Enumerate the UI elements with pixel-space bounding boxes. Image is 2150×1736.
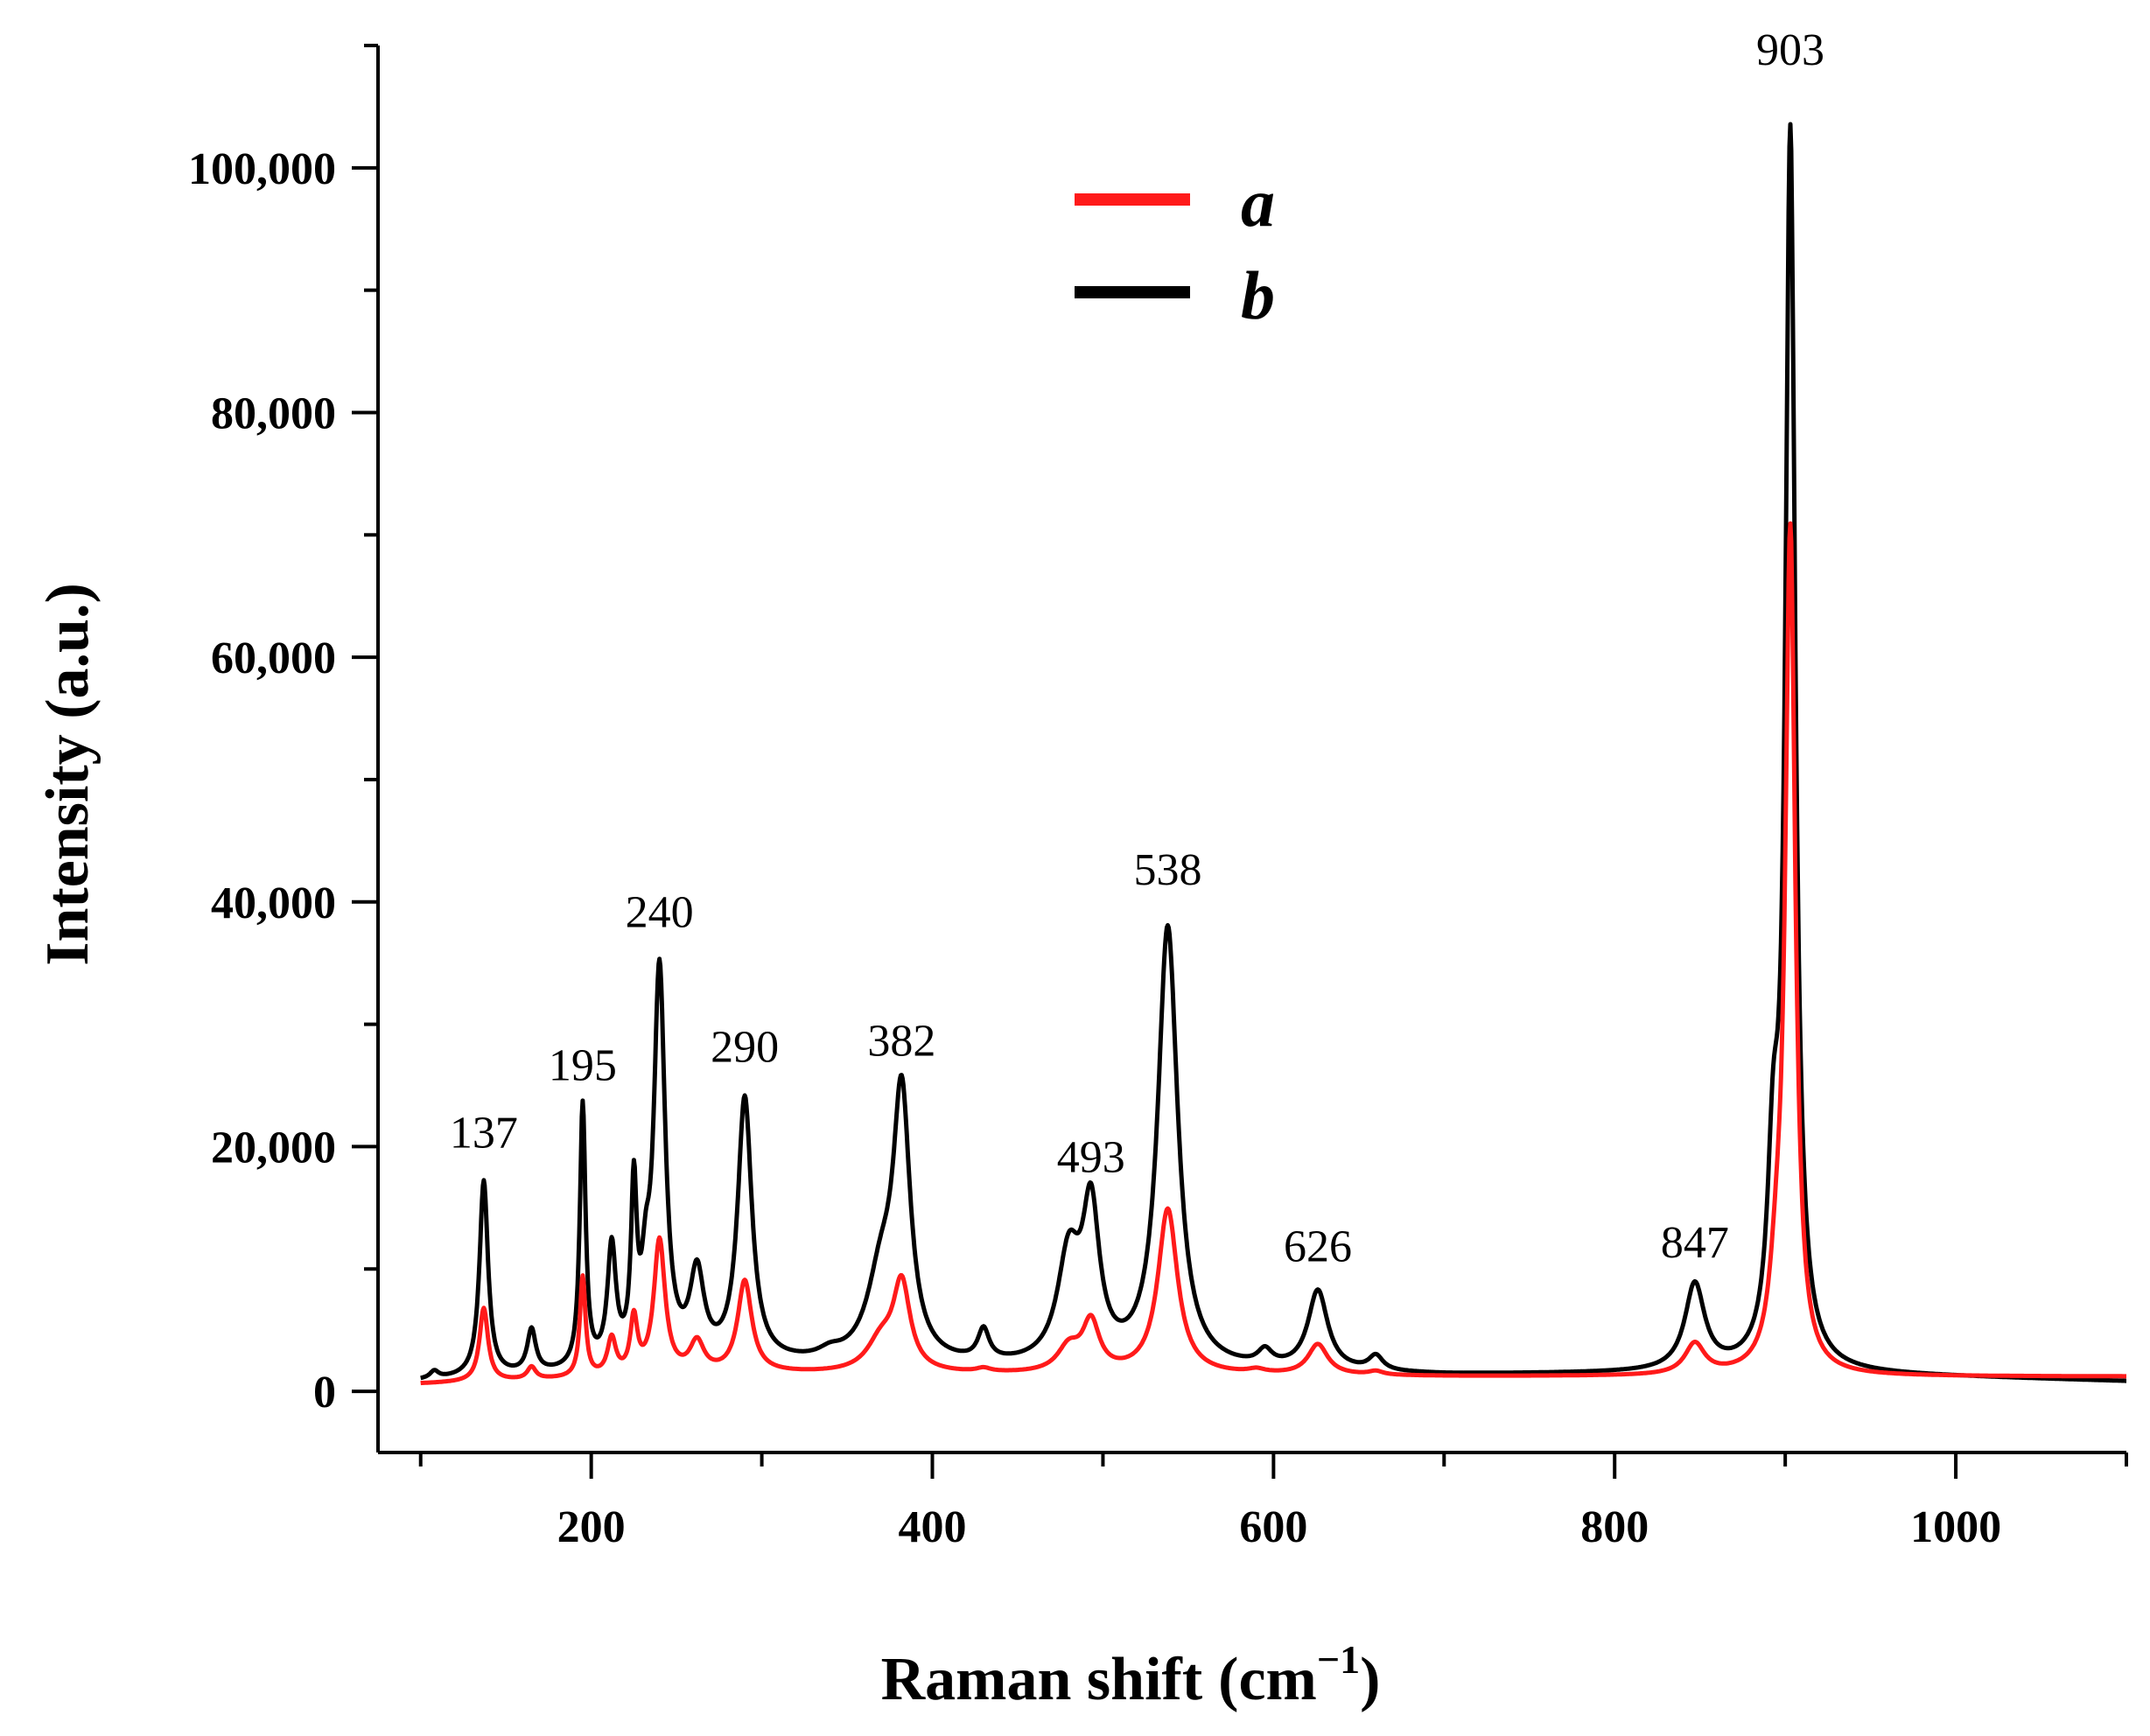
x-axis-title-main: Raman shift bbox=[881, 1646, 1203, 1713]
legend: a b bbox=[1075, 164, 1275, 333]
peak-label: 626 bbox=[1284, 1222, 1352, 1271]
series-b-line bbox=[419, 122, 2128, 1383]
peak-label: 847 bbox=[1661, 1218, 1729, 1268]
y-tick-label: 80,000 bbox=[211, 388, 336, 438]
axes-layer: 200 400 600 800 1000 0 20,000 40,000 60,000 80,00… bbox=[188, 44, 2128, 1552]
x-tick-label: 400 bbox=[899, 1502, 967, 1552]
peak-label-layer: 137 195 240 290 382 493 538 626 847 903 bbox=[450, 25, 1824, 1271]
legend-label-b: b bbox=[1241, 257, 1275, 333]
y-tick-label: 20,000 bbox=[211, 1123, 336, 1172]
legend-label-a: a bbox=[1241, 164, 1275, 241]
y-tick-label: 40,000 bbox=[211, 878, 336, 928]
x-axis-title: Raman shift (cm−1) bbox=[881, 1637, 1381, 1713]
peak-label: 382 bbox=[867, 1017, 935, 1067]
y-axis-title: Intensity (a.u.) bbox=[34, 583, 102, 966]
x-axis-title-close: ) bbox=[1360, 1646, 1380, 1713]
peak-label: 195 bbox=[549, 1040, 617, 1090]
peak-label: 903 bbox=[1756, 25, 1824, 75]
peak-label: 137 bbox=[450, 1108, 518, 1158]
peak-label: 493 bbox=[1057, 1132, 1125, 1182]
x-axis-title-superscript: −1 bbox=[1317, 1637, 1360, 1682]
x-tick-label: 600 bbox=[1239, 1502, 1307, 1552]
y-tick-label: 60,000 bbox=[211, 634, 336, 683]
y-tick-label: 0 bbox=[313, 1368, 336, 1418]
series-layer bbox=[419, 122, 2128, 1386]
y-tick-label: 100,000 bbox=[188, 144, 336, 194]
x-tick-label: 800 bbox=[1580, 1502, 1649, 1552]
peak-label: 240 bbox=[626, 888, 694, 938]
x-tick-label: 200 bbox=[557, 1502, 626, 1552]
peak-label: 538 bbox=[1134, 845, 1202, 895]
peak-label: 290 bbox=[711, 1023, 779, 1073]
series-a-line bbox=[419, 521, 2128, 1386]
x-axis-title-unit: (cm bbox=[1218, 1646, 1317, 1713]
x-tick-label: 1000 bbox=[1910, 1502, 2001, 1552]
